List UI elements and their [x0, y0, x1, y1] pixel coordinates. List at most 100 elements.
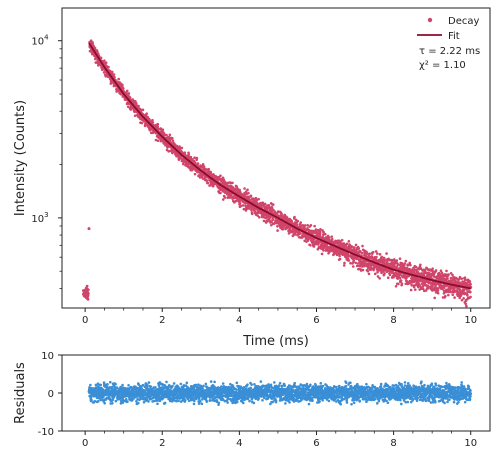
residual-point [250, 383, 253, 386]
decay-point [209, 172, 213, 176]
residual-point [248, 399, 251, 403]
residual-point [235, 400, 239, 404]
decay-point [85, 284, 89, 288]
decay-point [243, 187, 246, 190]
residual-point [204, 382, 208, 386]
decay-point [246, 188, 249, 192]
decay-point [179, 157, 183, 160]
decay-point [406, 264, 409, 267]
decay-point [330, 237, 334, 241]
decay-point [103, 59, 106, 63]
main-x-axis: 0 2 4 6 8 10 [82, 308, 477, 326]
decay-point [404, 259, 408, 263]
decay-point [241, 204, 245, 207]
main-y-axis-title: Intensity (Counts) [13, 100, 28, 216]
decay-point [436, 289, 440, 292]
decay-point [148, 118, 151, 121]
decay-point [385, 252, 388, 255]
decay-point [219, 191, 222, 195]
decay-point [173, 143, 177, 146]
decay-point [338, 257, 342, 261]
decay-point [113, 75, 116, 79]
residual-point [205, 400, 209, 403]
decay-point [320, 252, 324, 256]
residual-point [141, 383, 145, 387]
decay-point [469, 290, 472, 294]
decay-point [413, 288, 417, 291]
residual-point [96, 399, 100, 403]
decay-point [247, 191, 250, 195]
decay-point [357, 247, 361, 250]
decay-point [171, 139, 175, 143]
legend-decay-marker [427, 17, 433, 23]
residual-point [136, 401, 140, 405]
decay-point [187, 153, 191, 156]
decay-point [360, 251, 364, 255]
decay-point [202, 165, 206, 168]
decay-point [436, 291, 440, 295]
residual-point [163, 401, 167, 405]
decay-point [156, 125, 160, 129]
residual-point [252, 401, 256, 405]
decay-point [145, 112, 148, 116]
decay-point [290, 219, 294, 223]
decay-point [343, 261, 346, 265]
decay-point [453, 296, 456, 299]
decay-point [398, 257, 402, 260]
decay-point [86, 291, 90, 295]
residual-point [111, 398, 115, 402]
decay-point [222, 178, 226, 181]
decay-point [361, 268, 365, 272]
residual-point [124, 398, 128, 401]
residual-point [171, 384, 174, 388]
decay-point [322, 249, 325, 252]
decay-point [386, 276, 390, 280]
decay-point [367, 272, 371, 276]
decay-point [151, 118, 154, 122]
decay-point [99, 56, 103, 60]
decay-point [262, 219, 266, 223]
decay-point [383, 272, 386, 275]
decay-point [141, 108, 145, 112]
decay-point [133, 114, 137, 117]
decay-point [347, 240, 351, 243]
decay-point [444, 294, 447, 298]
decay-point [223, 196, 227, 199]
decay-point [276, 229, 279, 232]
decay-point [313, 224, 316, 228]
decay-point [201, 162, 205, 166]
decay-point [293, 215, 296, 219]
residual-point [201, 398, 204, 401]
residual-point [185, 381, 189, 385]
decay-point [183, 151, 187, 155]
decay-point [375, 255, 378, 259]
decay-point [366, 269, 370, 273]
decay-point [193, 156, 196, 159]
residual-point [179, 382, 183, 386]
decay-point [451, 293, 455, 297]
decay-point [125, 89, 129, 93]
decay-point [462, 297, 465, 300]
decay-point [468, 280, 472, 283]
decay-point [250, 212, 254, 216]
residual-point [209, 380, 213, 383]
decay-point [195, 156, 199, 160]
decay-point [107, 65, 110, 69]
decay-point [239, 204, 243, 208]
main-x-tick-label: 10 [464, 315, 477, 326]
residual-point [90, 398, 93, 402]
decay-point [93, 46, 97, 50]
decay-point [85, 287, 89, 291]
decay-point [293, 233, 297, 236]
decay-point [221, 198, 225, 201]
decay-point [400, 282, 404, 285]
decay-point [429, 276, 433, 279]
residual-point [114, 382, 117, 386]
residual-point [261, 398, 264, 402]
decay-point [193, 172, 197, 176]
decay-point [137, 104, 140, 108]
decay-point [350, 245, 354, 248]
residual-point [121, 383, 124, 387]
residual-point [147, 400, 150, 403]
